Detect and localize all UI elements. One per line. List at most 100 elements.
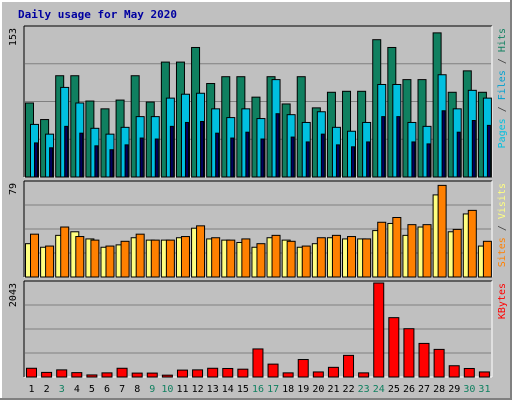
bar-pages-day-22 bbox=[351, 146, 356, 178]
bar-pages-day-13 bbox=[215, 132, 220, 178]
bar-kbytes-day-21 bbox=[327, 366, 339, 378]
frame-top-edge bbox=[0, 0, 512, 2]
bar-kbytes-day-28 bbox=[433, 348, 445, 378]
bar-pages-day-7 bbox=[124, 144, 129, 178]
bar-pages-day-24 bbox=[381, 116, 386, 178]
day-label: 21 bbox=[327, 384, 339, 395]
bar-kbytes-day-1 bbox=[26, 367, 37, 378]
panel-0-ymax-label: 153 bbox=[8, 28, 19, 46]
bar-sites-day-3 bbox=[60, 226, 70, 278]
bar-sites-day-29 bbox=[452, 228, 462, 278]
day-label: 26 bbox=[403, 384, 415, 395]
bar-pages-day-11 bbox=[184, 121, 189, 178]
bar-sites-day-6 bbox=[105, 245, 115, 278]
day-label: 31 bbox=[478, 384, 490, 395]
bar-kbytes-day-11 bbox=[176, 369, 188, 378]
day-label: 15 bbox=[237, 384, 249, 395]
day-label: 19 bbox=[297, 384, 309, 395]
bar-sites-day-5 bbox=[90, 239, 100, 278]
bar-sites-day-13 bbox=[211, 237, 221, 278]
bar-pages-day-23 bbox=[366, 141, 371, 178]
bar-kbytes-day-8 bbox=[131, 372, 143, 378]
bar-pages-day-16 bbox=[260, 138, 265, 178]
bar-sites-day-27 bbox=[422, 224, 432, 278]
bar-pages-day-10 bbox=[169, 125, 174, 178]
bar-sites-day-17 bbox=[271, 234, 281, 278]
bar-pages-day-8 bbox=[139, 137, 144, 178]
bar-kbytes-day-16 bbox=[252, 348, 264, 378]
legend-entry: Visits bbox=[497, 183, 508, 219]
day-label: 29 bbox=[448, 384, 460, 395]
bar-sites-day-9 bbox=[150, 239, 160, 278]
chart-title: Daily usage for May 2020 bbox=[18, 8, 177, 21]
bar-sites-day-7 bbox=[120, 240, 130, 278]
panel-2-ymax-label: 2043 bbox=[8, 283, 19, 307]
frame-right-edge bbox=[510, 0, 512, 400]
bar-sites-day-28 bbox=[437, 184, 447, 278]
day-label: 24 bbox=[373, 384, 385, 395]
day-label: 28 bbox=[433, 384, 445, 395]
bar-sites-day-12 bbox=[196, 225, 206, 278]
bar-kbytes-day-4 bbox=[71, 372, 83, 378]
panel-2-legend: KBytes bbox=[497, 283, 508, 319]
bar-sites-day-4 bbox=[75, 236, 85, 278]
bar-kbytes-day-20 bbox=[312, 371, 324, 378]
legend-entry: Files bbox=[497, 70, 508, 100]
bar-kbytes-day-9 bbox=[146, 372, 158, 378]
panel-1-ymax-label: 79 bbox=[8, 183, 19, 195]
bar-pages-day-25 bbox=[396, 116, 401, 178]
day-label: 11 bbox=[176, 384, 188, 395]
bar-sites-day-1 bbox=[30, 233, 39, 278]
frame-bottom-edge bbox=[0, 398, 512, 400]
bar-sites-day-30 bbox=[467, 209, 477, 278]
bar-pages-day-6 bbox=[109, 149, 114, 178]
bar-kbytes-day-3 bbox=[56, 369, 68, 378]
bar-pages-day-31 bbox=[486, 124, 491, 178]
legend-entry: / bbox=[497, 52, 508, 70]
bar-pages-day-18 bbox=[290, 136, 295, 178]
day-label: 10 bbox=[161, 384, 173, 395]
bar-sites-day-31 bbox=[482, 240, 492, 278]
bar-pages-day-15 bbox=[245, 131, 250, 178]
bar-kbytes-day-19 bbox=[297, 359, 309, 378]
bar-kbytes-day-22 bbox=[343, 354, 355, 378]
bar-pages-day-20 bbox=[320, 133, 325, 178]
day-label: 14 bbox=[222, 384, 234, 395]
bar-pages-day-17 bbox=[275, 113, 280, 178]
bar-kbytes-day-10 bbox=[161, 374, 173, 378]
bar-pages-day-5 bbox=[94, 145, 99, 178]
bar-pages-day-19 bbox=[305, 141, 310, 178]
legend-entry: / bbox=[497, 100, 508, 118]
bar-pages-day-30 bbox=[471, 120, 476, 178]
bar-sites-day-25 bbox=[392, 217, 402, 278]
legend-entry: Pages bbox=[497, 118, 508, 148]
bar-sites-day-21 bbox=[331, 234, 341, 278]
legend-entry: Sites bbox=[497, 237, 508, 267]
bar-sites-day-15 bbox=[241, 238, 251, 278]
day-label: 27 bbox=[418, 384, 430, 395]
bar-kbytes-day-29 bbox=[448, 365, 460, 378]
day-label: 8 bbox=[134, 384, 140, 395]
bar-pages-day-1 bbox=[34, 142, 38, 178]
day-label: 9 bbox=[149, 384, 155, 395]
bar-sites-day-26 bbox=[407, 224, 417, 278]
bar-kbytes-day-2 bbox=[41, 371, 53, 378]
day-label: 30 bbox=[463, 384, 475, 395]
bar-kbytes-day-5 bbox=[86, 374, 98, 378]
bar-kbytes-day-12 bbox=[192, 369, 204, 378]
bar-kbytes-day-25 bbox=[388, 317, 400, 378]
day-label: 13 bbox=[207, 384, 219, 395]
bar-kbytes-day-26 bbox=[403, 328, 415, 378]
bar-kbytes-day-27 bbox=[418, 342, 430, 378]
bar-pages-day-21 bbox=[335, 144, 340, 178]
legend-entry: KBytes bbox=[497, 283, 508, 319]
bar-sites-day-10 bbox=[165, 239, 175, 278]
bar-pages-day-28 bbox=[441, 110, 446, 178]
bar-kbytes-day-30 bbox=[463, 367, 475, 378]
bar-kbytes-day-7 bbox=[116, 367, 128, 378]
bar-sites-day-19 bbox=[301, 245, 311, 278]
day-label: 3 bbox=[59, 384, 65, 395]
bar-pages-day-2 bbox=[49, 147, 54, 178]
